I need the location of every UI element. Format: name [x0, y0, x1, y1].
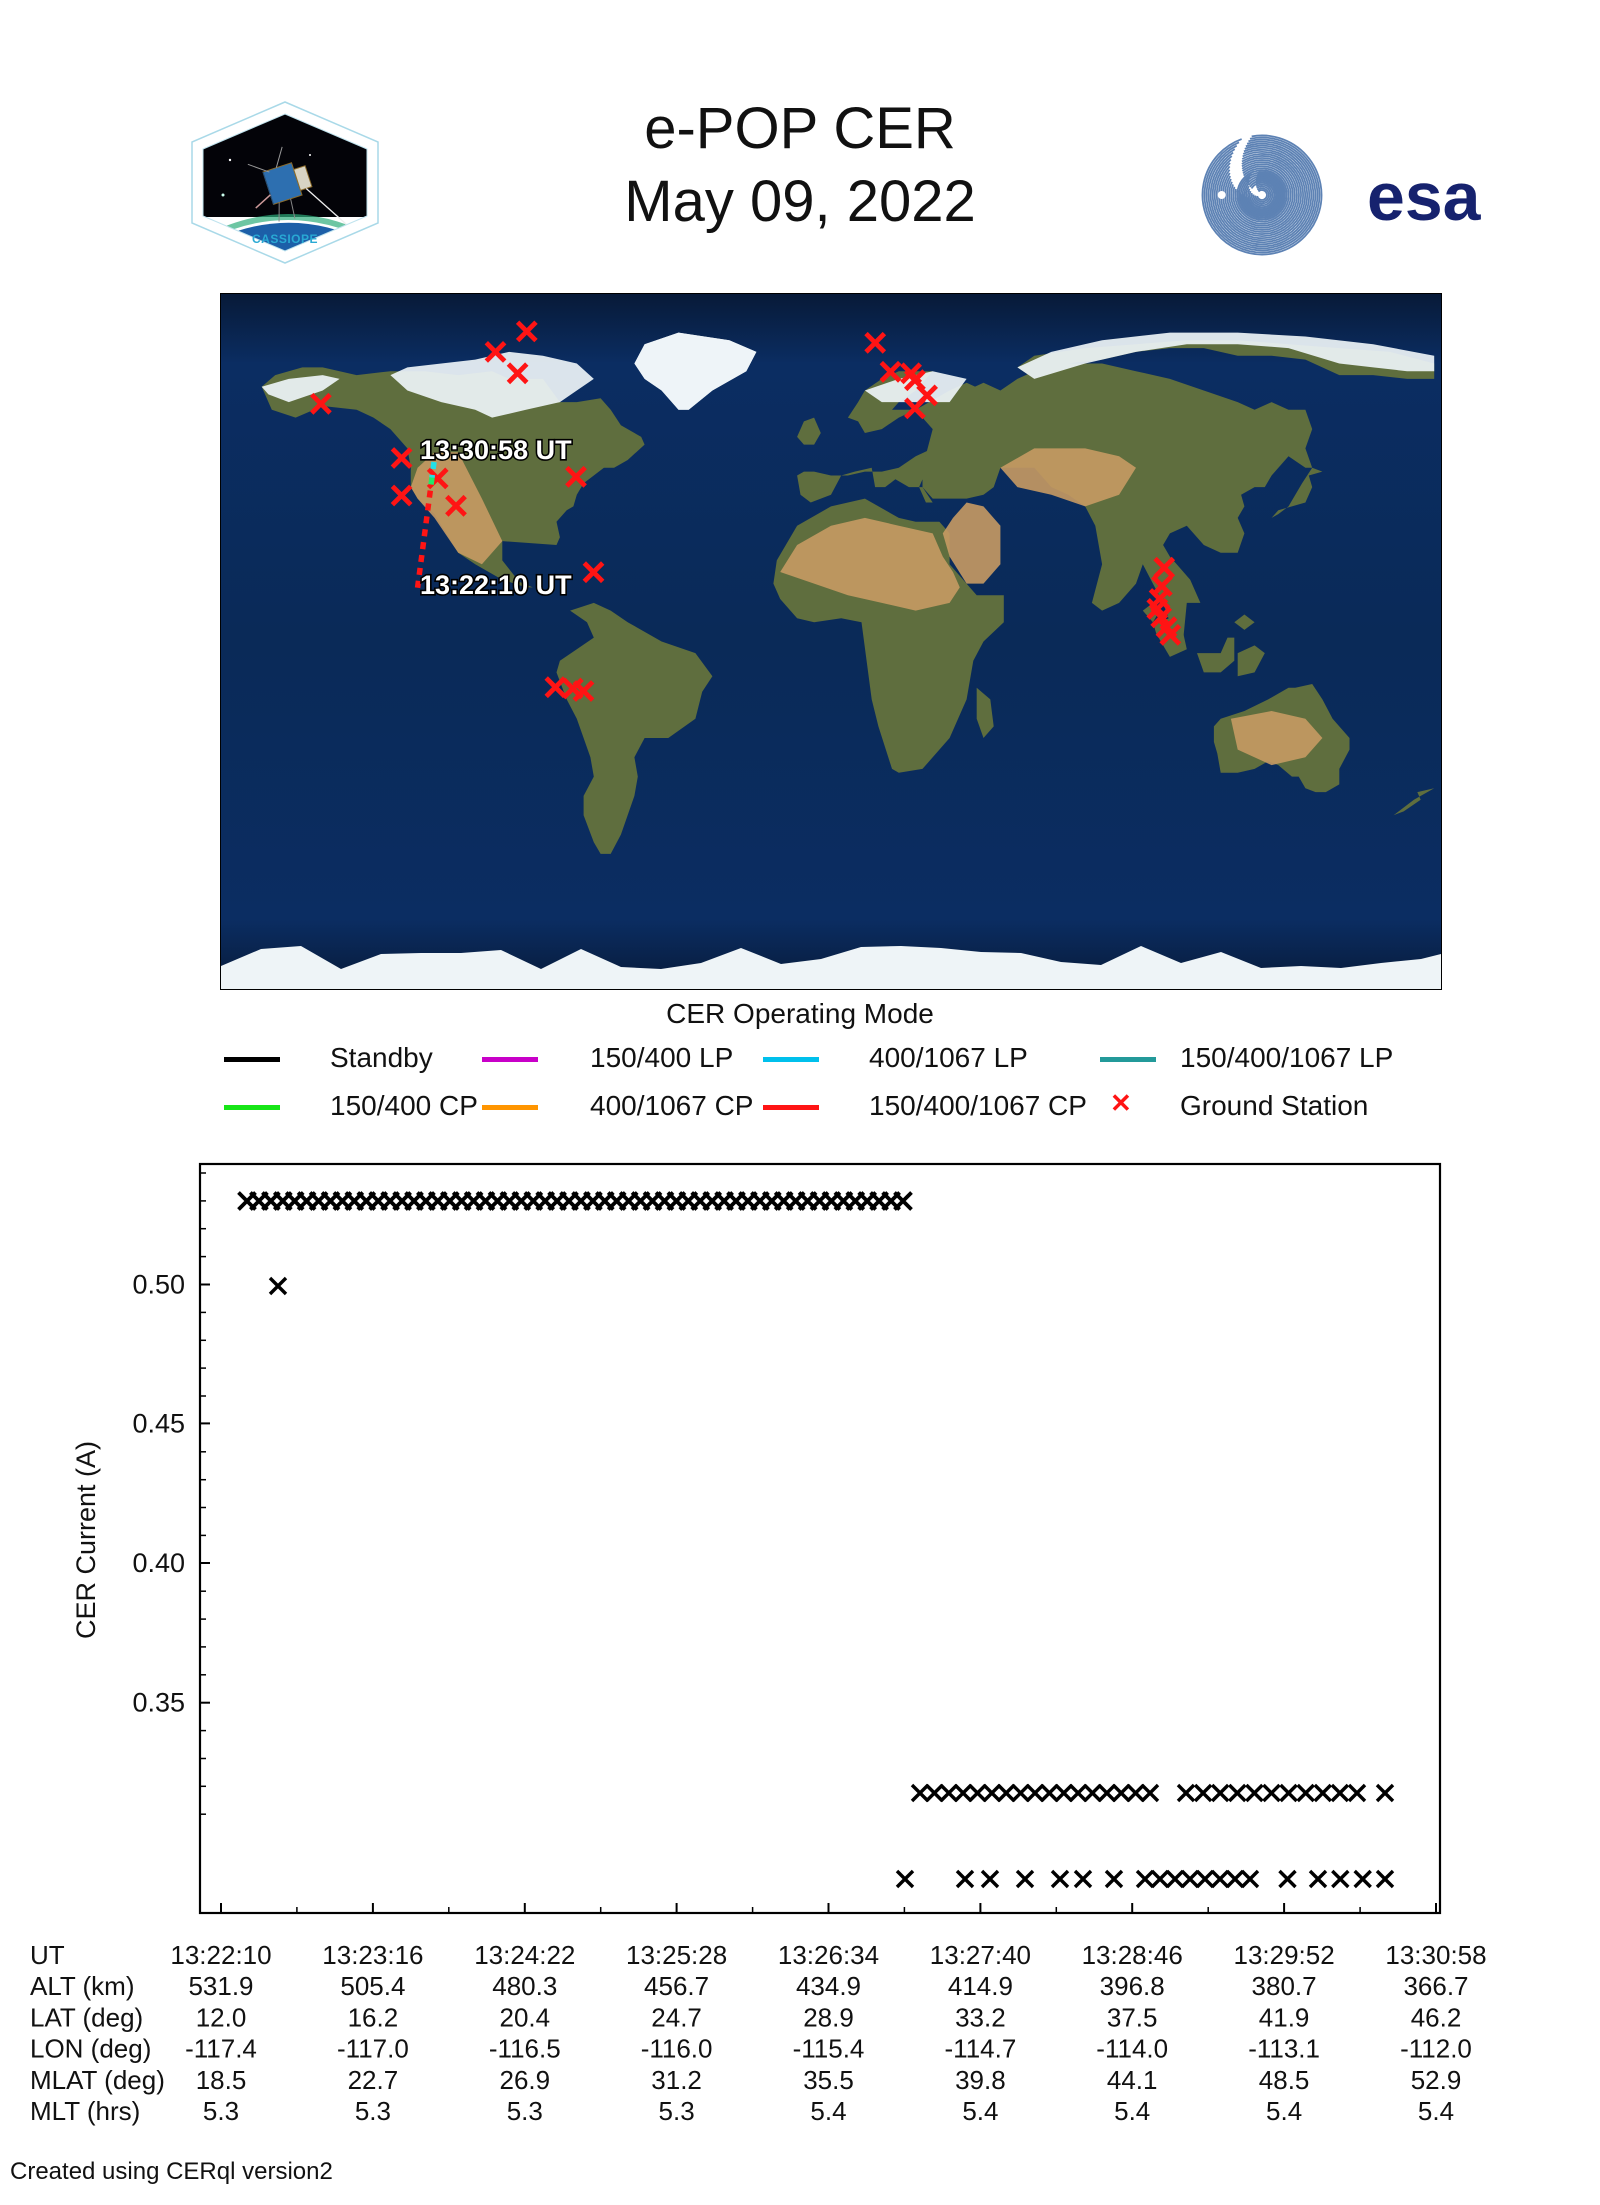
svg-text:13:26:34: 13:26:34 — [778, 1940, 879, 1970]
svg-text:46.2: 46.2 — [1411, 2002, 1462, 2032]
svg-text:-113.1: -113.1 — [1248, 2034, 1320, 2064]
svg-text:-114.7: -114.7 — [945, 2034, 1017, 2064]
svg-text:28.9: 28.9 — [803, 2002, 854, 2032]
svg-text:5.4: 5.4 — [810, 2096, 846, 2126]
svg-text:41.9: 41.9 — [1259, 2002, 1310, 2032]
svg-text:24.7: 24.7 — [651, 2002, 702, 2032]
svg-text:-116.0: -116.0 — [641, 2034, 713, 2064]
svg-text:-117.0: -117.0 — [337, 2034, 409, 2064]
svg-text:-114.0: -114.0 — [1096, 2034, 1168, 2064]
svg-text:-112.0: -112.0 — [1400, 2034, 1472, 2064]
svg-text:MLT (hrs): MLT (hrs) — [30, 2096, 140, 2126]
svg-text:-115.4: -115.4 — [793, 2034, 865, 2064]
svg-text:0.40: 0.40 — [132, 1548, 185, 1578]
svg-text:0.50: 0.50 — [132, 1270, 185, 1300]
svg-text:18.5: 18.5 — [196, 2065, 247, 2095]
svg-text:ALT (km): ALT (km) — [30, 1971, 134, 2001]
svg-text:5.3: 5.3 — [507, 2096, 543, 2126]
svg-text:26.9: 26.9 — [499, 2065, 550, 2095]
svg-text:5.3: 5.3 — [203, 2096, 239, 2126]
svg-text:33.2: 33.2 — [955, 2002, 1006, 2032]
svg-text:5.4: 5.4 — [1114, 2096, 1150, 2126]
svg-text:434.9: 434.9 — [796, 1971, 861, 2001]
svg-text:37.5: 37.5 — [1107, 2002, 1158, 2032]
svg-text:48.5: 48.5 — [1259, 2065, 1310, 2095]
svg-text:LON (deg): LON (deg) — [30, 2034, 151, 2064]
svg-text:5.3: 5.3 — [355, 2096, 391, 2126]
svg-text:396.8: 396.8 — [1100, 1971, 1165, 2001]
svg-text:5.4: 5.4 — [962, 2096, 998, 2126]
svg-text:UT: UT — [30, 1940, 65, 1970]
svg-text:12.0: 12.0 — [196, 2002, 247, 2032]
svg-text:5.4: 5.4 — [1418, 2096, 1454, 2126]
svg-text:22.7: 22.7 — [348, 2065, 399, 2095]
svg-text:5.3: 5.3 — [659, 2096, 695, 2126]
svg-text:13:22:10: 13:22:10 — [170, 1940, 271, 1970]
svg-text:13:28:46: 13:28:46 — [1082, 1940, 1183, 1970]
svg-text:13:27:40: 13:27:40 — [930, 1940, 1031, 1970]
svg-text:13:23:16: 13:23:16 — [322, 1940, 423, 1970]
svg-text:5.4: 5.4 — [1266, 2096, 1302, 2126]
svg-text:44.1: 44.1 — [1107, 2065, 1158, 2095]
svg-text:531.9: 531.9 — [188, 1971, 253, 2001]
svg-text:31.2: 31.2 — [651, 2065, 702, 2095]
svg-text:480.3: 480.3 — [492, 1971, 557, 2001]
svg-text:Created using CERql version2: Created using CERql version2 — [10, 2158, 333, 2185]
svg-text:13:30:58: 13:30:58 — [1385, 1940, 1486, 1970]
svg-text:13:25:28: 13:25:28 — [626, 1940, 727, 1970]
svg-text:-116.5: -116.5 — [489, 2034, 561, 2064]
svg-text:456.7: 456.7 — [644, 1971, 709, 2001]
svg-text:13:24:22: 13:24:22 — [474, 1940, 575, 1970]
svg-text:13:29:52: 13:29:52 — [1233, 1940, 1334, 1970]
svg-text:505.4: 505.4 — [340, 1971, 405, 2001]
svg-text:0.45: 0.45 — [132, 1408, 185, 1438]
svg-text:366.7: 366.7 — [1403, 1971, 1468, 2001]
svg-text:0.35: 0.35 — [132, 1688, 185, 1718]
svg-text:-117.4: -117.4 — [185, 2034, 257, 2064]
svg-text:414.9: 414.9 — [948, 1971, 1013, 2001]
svg-text:20.4: 20.4 — [499, 2002, 550, 2032]
svg-text:MLAT (deg): MLAT (deg) — [30, 2065, 165, 2095]
svg-text:CER Current (A): CER Current (A) — [71, 1441, 101, 1639]
svg-text:LAT (deg): LAT (deg) — [30, 2002, 143, 2032]
svg-text:16.2: 16.2 — [348, 2002, 399, 2032]
svg-text:35.5: 35.5 — [803, 2065, 854, 2095]
svg-text:39.8: 39.8 — [955, 2065, 1006, 2095]
svg-text:380.7: 380.7 — [1252, 1971, 1317, 2001]
svg-text:52.9: 52.9 — [1411, 2065, 1462, 2095]
